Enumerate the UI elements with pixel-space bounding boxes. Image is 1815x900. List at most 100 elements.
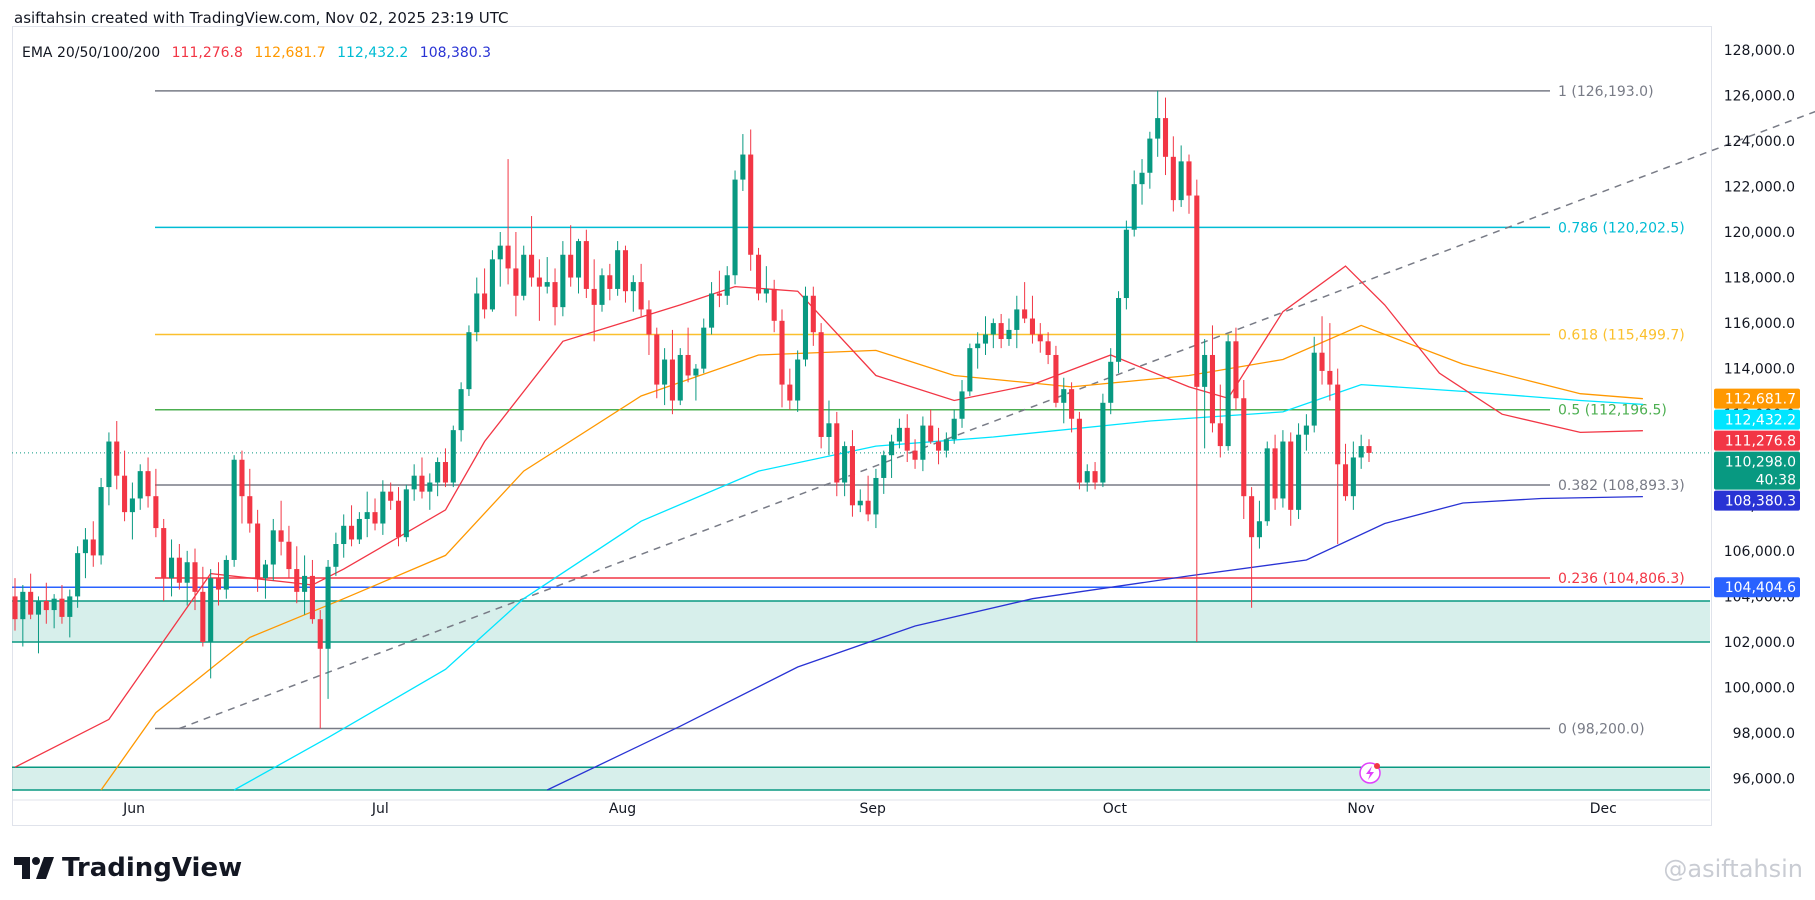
y-tick-label: 114,000.0 [1724,362,1795,378]
candle-body [1327,370,1333,385]
candle-body [912,450,918,460]
fib-label: 0.382 (108,893.3) [1558,478,1685,494]
candle-body [951,418,957,440]
zones-layer [12,452,1710,791]
candle-body [1069,389,1075,419]
candle-body [12,596,18,620]
candle-body [122,475,128,513]
candle-body [638,282,644,310]
candle-body [67,596,73,617]
candle-body [59,598,65,617]
candle-body [1217,423,1223,447]
candle-body [419,475,425,492]
candle-body [505,245,511,269]
candle-body [943,439,949,451]
candle-body [646,309,652,335]
candle-body [575,241,582,278]
candle-body [990,323,996,335]
candle-body [1037,334,1043,342]
candle-body [583,241,589,289]
candle-body [748,154,754,255]
price-label-text: 104,404.6 [1725,580,1796,596]
candle-body [615,250,621,289]
candle-body [129,498,135,513]
candle-body [1233,341,1239,399]
candle-body [967,348,973,392]
candle-body [309,575,315,620]
candle-body [1084,471,1090,483]
candle-body [1131,184,1137,230]
candle-body [1123,229,1129,299]
candle-body [153,496,159,529]
brand-name: TradingView [62,853,243,883]
candle-body [317,619,323,649]
candle-body [137,471,143,499]
x-tick-label: Jul [371,801,389,817]
attribution-text: asiftahsin created with TradingView.com,… [14,9,509,27]
candle-body [278,530,284,542]
tradingview-logo[interactable]: TradingView [14,853,242,883]
candle-body [380,491,386,524]
candle-body [98,487,104,556]
candle-body [1155,118,1161,139]
x-tick-label: Aug [609,801,636,817]
lower-zone [12,767,1710,790]
price-label-box [1714,430,1800,451]
candle-body [1350,457,1356,497]
candle-body [896,427,902,442]
candle-body [294,569,300,592]
price-label-text: 108,380.3 [1725,494,1796,510]
candle-body [1256,521,1262,538]
candle-body [1178,161,1184,201]
candle-body [1029,318,1036,335]
candle-body [763,288,769,294]
candle-body [356,518,362,540]
fib-levels-layer: 1 (126,193.0) 0.786 (120,202.5) 0.618 (115… [155,84,1685,738]
candle-body [348,525,355,540]
candle-body [1335,384,1341,465]
candle-body [1319,352,1325,371]
candle-body [427,482,433,492]
candle-body [372,512,378,524]
candle-body [28,591,34,615]
ema50-value: 112,681.7 [254,45,326,61]
candle-body [802,295,809,360]
candle-body [982,334,989,344]
candle-body [998,323,1004,340]
candle-body [435,462,441,483]
candle-body [466,332,472,390]
y-tick-label: 106,000.0 [1724,544,1795,560]
candle-body [795,359,801,401]
candle-body [302,575,308,592]
candle-body [701,327,707,369]
candle-body [1170,156,1176,201]
candle-body [458,389,464,431]
price-label-text: 112,432.2 [1725,413,1796,429]
fib-label: 1 (126,193.0) [1558,84,1654,100]
y-tick-label: 120,000.0 [1724,225,1795,241]
candle-body [1272,448,1278,499]
candle-body [536,277,542,287]
y-tick-label: 100,000.0 [1724,681,1795,697]
candle-body [1061,389,1067,403]
candle-body [818,332,824,437]
ema100-value: 112,432.2 [337,45,409,61]
candle-body [560,254,566,308]
fib-label: 0 (98,200.0) [1558,722,1645,738]
candle-body [834,423,840,483]
fib-trendline [179,110,1815,730]
y-tick-label: 118,000.0 [1724,271,1795,287]
candle-body [1045,341,1051,355]
candle-body [497,245,503,260]
candle-body [411,475,417,490]
candle-body [1288,441,1294,510]
candle-body [928,425,934,442]
candle-body [1108,361,1114,403]
candle-body [1241,398,1247,497]
candle-body [333,544,339,567]
candle-body [975,343,981,349]
candle-body [1014,309,1020,330]
ema-legend[interactable]: EMA 20/50/100/200 111,276.8 112,681.7 11… [22,45,498,61]
lightning-icon[interactable] [1359,762,1381,784]
